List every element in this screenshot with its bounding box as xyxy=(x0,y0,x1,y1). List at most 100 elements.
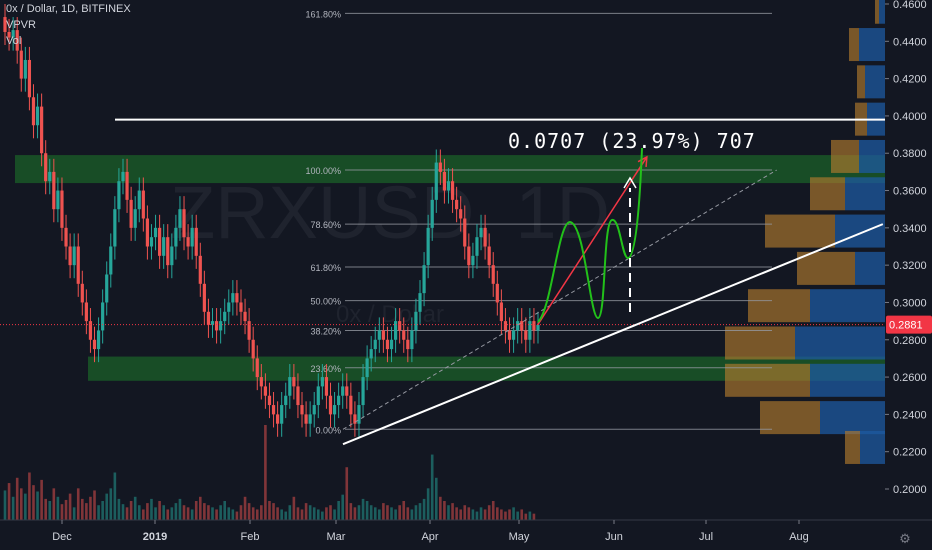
candle[interactable] xyxy=(332,405,337,415)
candle[interactable] xyxy=(35,106,40,126)
candle[interactable] xyxy=(345,386,349,396)
candle[interactable] xyxy=(369,349,373,359)
candle[interactable] xyxy=(414,311,418,331)
candle[interactable] xyxy=(389,339,394,350)
candle[interactable] xyxy=(231,293,235,303)
candle[interactable] xyxy=(516,321,520,331)
candle[interactable] xyxy=(503,321,508,331)
candle[interactable] xyxy=(202,283,206,312)
legend-volume[interactable]: Vol xyxy=(6,35,22,47)
candle[interactable] xyxy=(206,311,211,325)
time-axis-panel[interactable] xyxy=(0,520,932,550)
candle[interactable] xyxy=(178,209,182,228)
candle[interactable] xyxy=(276,414,280,424)
candle[interactable] xyxy=(133,209,137,228)
candle[interactable] xyxy=(129,199,133,228)
candle[interactable] xyxy=(316,386,320,406)
candle[interactable] xyxy=(23,59,27,79)
candle[interactable] xyxy=(121,171,125,182)
legend-symbol[interactable]: 0x / Dollar, 1D, BITFINEX xyxy=(6,3,131,15)
candle[interactable] xyxy=(499,302,503,322)
candle[interactable] xyxy=(255,358,259,378)
candle[interactable] xyxy=(137,190,141,210)
candle[interactable] xyxy=(141,190,145,219)
candle[interactable] xyxy=(361,377,365,406)
candle[interactable] xyxy=(235,293,239,303)
candle[interactable] xyxy=(145,218,150,247)
candle[interactable] xyxy=(113,209,117,247)
candle[interactable] xyxy=(280,405,284,424)
candle[interactable] xyxy=(15,30,19,51)
candle[interactable] xyxy=(491,265,495,284)
candle[interactable] xyxy=(243,311,247,322)
candle[interactable] xyxy=(190,227,194,247)
candle[interactable] xyxy=(68,246,72,266)
support-resistance-zone[interactable] xyxy=(15,155,885,184)
candle[interactable] xyxy=(463,218,467,247)
candle[interactable] xyxy=(101,302,105,331)
candle[interactable] xyxy=(434,162,438,200)
candle[interactable] xyxy=(438,162,442,172)
candle[interactable] xyxy=(402,330,406,340)
projection-arrow[interactable] xyxy=(537,156,648,326)
candle[interactable] xyxy=(410,330,414,350)
candle[interactable] xyxy=(312,405,316,415)
candle[interactable] xyxy=(532,321,536,331)
candle[interactable] xyxy=(300,405,304,415)
candle[interactable] xyxy=(507,330,512,340)
candle[interactable] xyxy=(92,339,97,350)
candle[interactable] xyxy=(487,246,491,266)
candle[interactable] xyxy=(308,414,312,424)
candle[interactable] xyxy=(153,227,158,238)
candle[interactable] xyxy=(214,321,219,331)
legend-vpvr[interactable]: VPVR xyxy=(6,19,36,31)
candle[interactable] xyxy=(536,324,540,331)
candle[interactable] xyxy=(479,227,483,238)
candle[interactable] xyxy=(60,190,64,228)
candle[interactable] xyxy=(320,377,324,387)
candle[interactable] xyxy=(353,414,357,424)
candle[interactable] xyxy=(210,321,215,325)
candle[interactable] xyxy=(7,31,11,38)
candle[interactable] xyxy=(495,283,499,303)
candle[interactable] xyxy=(105,274,109,303)
candle[interactable] xyxy=(475,237,479,256)
candle[interactable] xyxy=(19,50,23,79)
candle[interactable] xyxy=(80,283,84,303)
candle[interactable] xyxy=(349,395,353,415)
candle[interactable] xyxy=(373,339,377,350)
candle[interactable] xyxy=(166,237,170,266)
candle[interactable] xyxy=(31,97,36,126)
candle[interactable] xyxy=(520,321,524,331)
candle[interactable] xyxy=(48,171,52,182)
candle[interactable] xyxy=(174,227,178,247)
candle[interactable] xyxy=(406,339,410,350)
candle[interactable] xyxy=(223,311,227,322)
candle[interactable] xyxy=(117,181,121,210)
candle[interactable] xyxy=(324,377,329,396)
candle[interactable] xyxy=(109,246,113,275)
candle[interactable] xyxy=(149,237,154,247)
candle[interactable] xyxy=(528,321,532,340)
candle[interactable] xyxy=(471,255,475,266)
candle[interactable] xyxy=(263,386,267,396)
candle[interactable] xyxy=(251,339,255,359)
fib-trend-dashed-line[interactable] xyxy=(342,169,777,430)
candle[interactable] xyxy=(125,171,129,200)
candle[interactable] xyxy=(64,227,68,247)
candle[interactable] xyxy=(284,395,288,406)
candle[interactable] xyxy=(247,321,251,340)
candle[interactable] xyxy=(88,321,93,340)
candle[interactable] xyxy=(524,330,528,340)
candle[interactable] xyxy=(72,246,76,266)
candle[interactable] xyxy=(162,237,166,256)
candle[interactable] xyxy=(239,302,243,312)
candle[interactable] xyxy=(511,330,516,340)
candle[interactable] xyxy=(40,106,44,154)
candle[interactable] xyxy=(11,30,15,38)
candle[interactable] xyxy=(398,321,402,331)
candle[interactable] xyxy=(377,330,381,340)
candle[interactable] xyxy=(357,405,361,424)
